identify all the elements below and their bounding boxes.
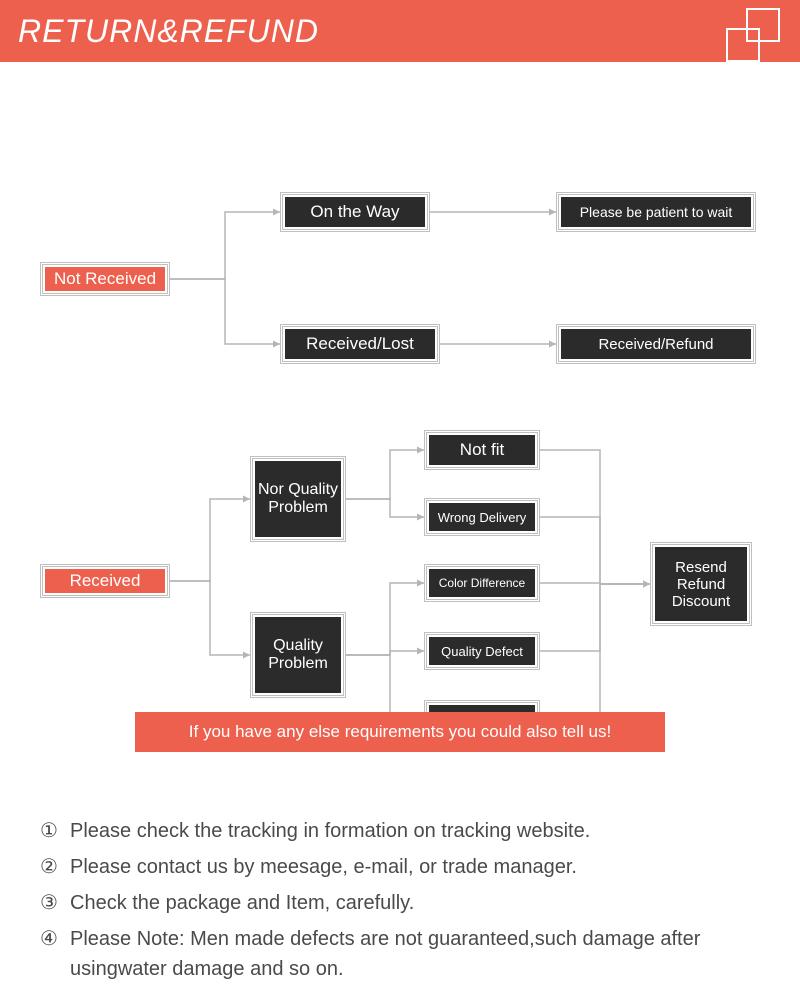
info-banner-text: If you have any else requirements you co… <box>189 722 611 742</box>
flow-node-label: Wrong Delivery <box>429 503 535 531</box>
flow-node-label: Resend Refund Discount <box>655 547 747 621</box>
note-item: ③Check the package and Item, carefully. <box>40 888 760 918</box>
flow-edge <box>346 499 424 517</box>
flow-node-notfit: Not fit <box>424 430 540 470</box>
flow-node-qdefect: Quality Defect <box>424 632 540 670</box>
flow-node-label: Not fit <box>429 435 535 465</box>
flow-node-colordiff: Color Difference <box>424 564 540 602</box>
flow-node-patient: Please be patient to wait <box>556 192 756 232</box>
flow-node-recv_lost: Received/Lost <box>280 324 440 364</box>
flow-node-recv_refund: Received/Refund <box>556 324 756 364</box>
note-text: Check the package and Item, carefully. <box>70 888 760 918</box>
flow-edge <box>346 583 424 655</box>
flow-edge <box>540 584 650 651</box>
flow-edge <box>170 279 280 344</box>
notes-list: ①Please check the tracking in formation … <box>40 816 760 990</box>
arrowhead-icon <box>549 209 556 216</box>
flow-node-label: Quality Problem <box>255 617 341 693</box>
info-banner: If you have any else requirements you co… <box>135 712 665 752</box>
flow-node-label: Please be patient to wait <box>561 197 751 227</box>
flow-node-label: Not Received <box>45 267 165 291</box>
flow-node-label: Received/Refund <box>561 329 751 359</box>
flow-edge <box>540 517 650 584</box>
arrowhead-icon <box>243 496 250 503</box>
note-item: ②Please contact us by meesage, e-mail, o… <box>40 852 760 882</box>
header-bar: RETURN&REFUND <box>0 0 800 62</box>
arrowhead-icon <box>417 447 424 454</box>
arrowhead-icon <box>273 209 280 216</box>
note-number: ③ <box>40 888 70 918</box>
arrowhead-icon <box>549 341 556 348</box>
arrowhead-icon <box>273 341 280 348</box>
flow-edge <box>170 212 280 279</box>
flow-node-label: Quality Defect <box>429 637 535 665</box>
arrowhead-icon <box>643 581 650 588</box>
note-number: ① <box>40 816 70 846</box>
flow-node-resend: Resend Refund Discount <box>650 542 752 626</box>
flow-node-received: Received <box>40 564 170 598</box>
flow-edge <box>170 499 250 581</box>
arrowhead-icon <box>417 580 424 587</box>
flow-node-norq: Nor Quality Problem <box>250 456 346 542</box>
arrowhead-icon <box>417 514 424 521</box>
flow-node-not_received: Not Received <box>40 262 170 296</box>
flow-node-qprob: Quality Problem <box>250 612 346 698</box>
flow-edge <box>346 450 424 499</box>
note-text: Please contact us by meesage, e-mail, or… <box>70 852 760 882</box>
flow-edge <box>346 655 424 719</box>
flow-node-label: Color Difference <box>429 569 535 597</box>
note-text: Please check the tracking in formation o… <box>70 816 760 846</box>
flow-node-wrongdel: Wrong Delivery <box>424 498 540 536</box>
note-number: ④ <box>40 924 70 984</box>
flow-node-label: Nor Quality Problem <box>255 461 341 537</box>
note-item: ①Please check the tracking in formation … <box>40 816 760 846</box>
header-title: RETURN&REFUND <box>18 13 319 50</box>
flow-node-label: On the Way <box>285 197 425 227</box>
flow-node-label: Received <box>45 569 165 593</box>
flow-edge <box>170 581 250 655</box>
flowchart-edges <box>0 62 800 822</box>
note-text: Please Note: Men made defects are not gu… <box>70 924 760 984</box>
arrowhead-icon <box>417 648 424 655</box>
note-item: ④Please Note: Men made defects are not g… <box>40 924 760 984</box>
note-number: ② <box>40 852 70 882</box>
flow-node-on_the_way: On the Way <box>280 192 430 232</box>
arrowhead-icon <box>243 652 250 659</box>
flow-node-label: Received/Lost <box>285 329 435 359</box>
